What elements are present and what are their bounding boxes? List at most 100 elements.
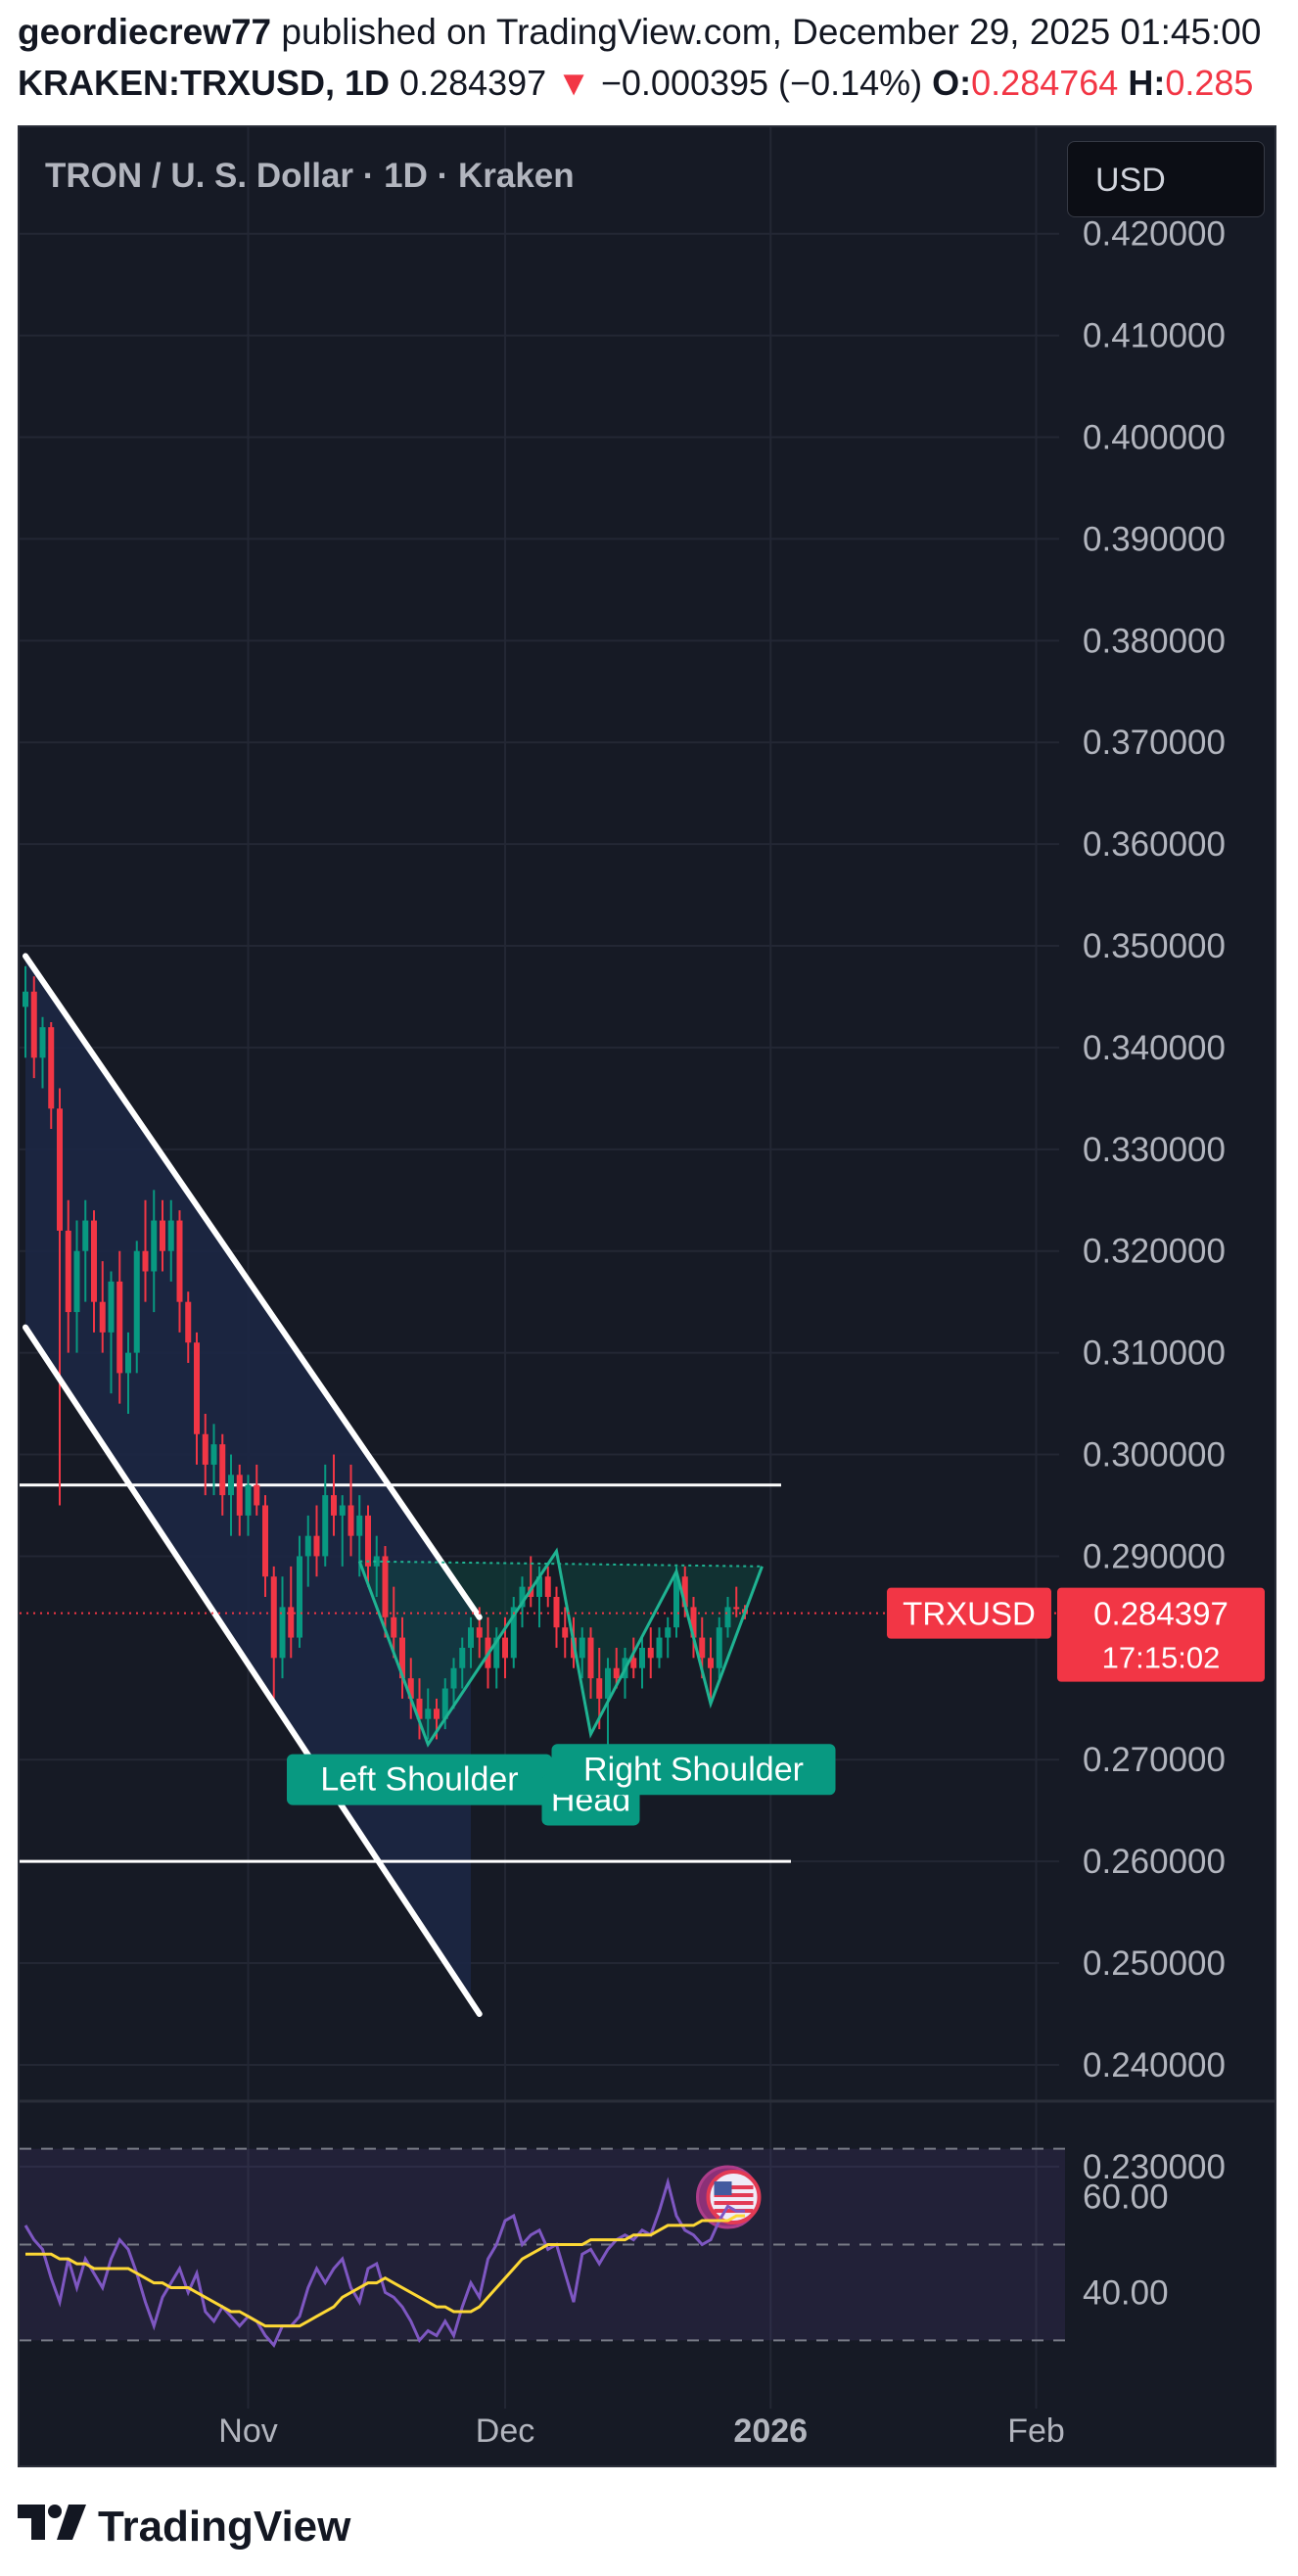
candle-body: [673, 1576, 679, 1628]
candle: [142, 1199, 149, 1302]
candle-body: [99, 1301, 106, 1333]
candle-body: [254, 1484, 260, 1506]
candle: [99, 1261, 106, 1353]
chart-pane[interactable]: Left Shoulder Head Right Shoulder TRXUSD 0.2…: [18, 125, 1276, 2467]
candle-body: [365, 1515, 371, 1567]
candle-body: [510, 1607, 517, 1659]
candle-body: [219, 1444, 226, 1496]
candle-body: [160, 1220, 165, 1251]
y-tick-label: 0.270000: [1083, 1741, 1226, 1779]
candle-body: [167, 1220, 174, 1251]
candle-body: [270, 1576, 277, 1659]
candle-body: [245, 1484, 252, 1516]
candle: [116, 1250, 123, 1404]
candle-body: [724, 1607, 731, 1628]
candle-body: [690, 1607, 697, 1638]
candle: [708, 1637, 714, 1699]
candle-body: [73, 1250, 80, 1313]
candle: [399, 1616, 405, 1699]
candle-body: [382, 1556, 389, 1617]
candle: [553, 1586, 560, 1648]
candle: [348, 1464, 354, 1557]
candle-body: [613, 1667, 620, 1679]
pattern-label: Right Shoulder: [551, 1744, 836, 1796]
candle-body: [108, 1281, 115, 1333]
candle-body: [407, 1678, 414, 1699]
candle: [416, 1678, 423, 1740]
candle-body: [356, 1515, 363, 1536]
candle-body: [304, 1535, 311, 1557]
candle: [30, 976, 37, 1079]
candle: [202, 1413, 209, 1496]
rsi-tick-label: 60.00: [1083, 2178, 1169, 2217]
y-tick-label: 0.410000: [1083, 317, 1226, 355]
x-tick-label: Dec: [476, 2412, 534, 2450]
publication-info: geordiecrew77 published on TradingView.c…: [18, 12, 1261, 53]
price-change: −0.000395 (−0.14%): [600, 63, 923, 103]
candle-body: [681, 1576, 688, 1608]
candle-body: [699, 1637, 706, 1659]
y-tick-label: 0.310000: [1083, 1335, 1226, 1373]
candle: [57, 1088, 63, 1506]
high-value: 0.285: [1165, 63, 1254, 103]
candle: [493, 1627, 500, 1689]
candle-body: [313, 1535, 320, 1557]
candle: [185, 1291, 192, 1364]
candle: [690, 1597, 697, 1659]
candle: [322, 1464, 329, 1567]
candle-body: [544, 1576, 551, 1597]
pattern-label: Left Shoulder: [287, 1754, 552, 1805]
candle-body: [39, 1027, 46, 1058]
y-tick-label: 0.320000: [1083, 1233, 1226, 1271]
author-name[interactable]: geordiecrew77: [18, 12, 272, 52]
candle: [339, 1495, 346, 1567]
candle-body: [502, 1637, 508, 1659]
candle-body: [630, 1658, 637, 1668]
candle-body: [30, 991, 37, 1058]
candle: [313, 1505, 320, 1577]
price-tag-countdown: 17:15:02: [1102, 1641, 1221, 1675]
candle: [579, 1627, 585, 1679]
y-tick-label: 0.250000: [1083, 1944, 1226, 1983]
candle-body: [236, 1475, 243, 1516]
pattern-label-text: Right Shoulder: [583, 1751, 804, 1788]
candle: [673, 1566, 679, 1638]
y-tick-label: 0.420000: [1083, 215, 1226, 254]
x-tick-label: Feb: [1007, 2412, 1065, 2450]
candle-body: [297, 1556, 302, 1638]
symbol-info: KRAKEN:TRXUSD, 1D 0.284397 ▼ −0.000395 (…: [18, 63, 1253, 104]
publication-date: published on TradingView.com, December 2…: [271, 12, 1262, 52]
candle: [562, 1607, 569, 1659]
candle-body: [116, 1281, 123, 1374]
footer: TradingView: [0, 2467, 1298, 2576]
candle-body: [57, 1108, 63, 1231]
candle-body: [228, 1475, 234, 1496]
candle-body: [391, 1616, 397, 1638]
candle-body: [262, 1505, 268, 1577]
candle: [82, 1199, 89, 1302]
chart-title: TRON / U. S. Dollar · 1D · Kraken: [45, 157, 575, 195]
price-tag-value: 0.284397: [1093, 1596, 1228, 1632]
candle-body: [647, 1647, 654, 1659]
tradingview-brand[interactable]: TradingView: [98, 2503, 351, 2551]
candle: [297, 1535, 302, 1648]
candle: [219, 1433, 226, 1516]
candle-body: [425, 1709, 432, 1719]
candle-body: [133, 1250, 140, 1353]
currency-button[interactable]: USD: [1067, 141, 1265, 217]
candle-body: [125, 1352, 131, 1374]
candle: [365, 1505, 371, 1587]
candle: [210, 1424, 217, 1496]
candle-body: [493, 1637, 500, 1668]
candle: [194, 1332, 200, 1465]
candle-body: [553, 1597, 560, 1628]
candle: [270, 1566, 277, 1699]
candle-body: [476, 1627, 483, 1638]
channel-lower-line: [23, 1324, 483, 2017]
flag-stripe: [714, 2185, 754, 2190]
candle: [245, 1475, 252, 1536]
y-tick-label: 0.300000: [1083, 1436, 1226, 1475]
open-value: 0.284764: [971, 63, 1119, 103]
candle: [108, 1271, 115, 1394]
